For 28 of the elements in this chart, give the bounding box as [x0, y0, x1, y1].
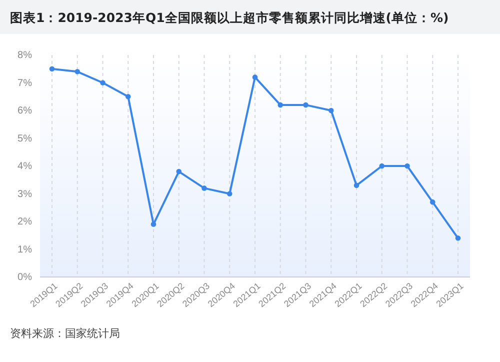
point [100, 80, 106, 86]
y-tick-label: 7% [18, 78, 32, 89]
point [404, 163, 410, 169]
chart-title: 图表1：2019-2023年Q1全国限额以上超市零售额累计同比增速(单位：%) [10, 10, 449, 25]
point [278, 102, 284, 108]
point [74, 69, 80, 74]
point [303, 102, 308, 108]
text: 资料来源：国家统计局 [10, 327, 120, 340]
y-tick-label: 3% [18, 188, 32, 200]
point [328, 108, 334, 114]
y-tick-label: 4% [18, 161, 32, 172]
point [379, 163, 385, 169]
y-tick-label: 0% [18, 272, 32, 284]
y-tick-label: 2% [18, 216, 32, 228]
y-tick-label: 6% [18, 106, 32, 117]
point [49, 66, 55, 72]
point [202, 186, 207, 191]
point [354, 182, 360, 188]
point [252, 74, 258, 80]
y-tick-label: 1% [18, 244, 32, 256]
point [125, 94, 131, 100]
y-tick-label: 5% [18, 133, 32, 144]
point [455, 236, 461, 241]
point [176, 168, 182, 174]
point [226, 191, 232, 196]
point [150, 222, 156, 227]
y-tick-label: 8% [18, 50, 32, 62]
point [430, 199, 436, 205]
